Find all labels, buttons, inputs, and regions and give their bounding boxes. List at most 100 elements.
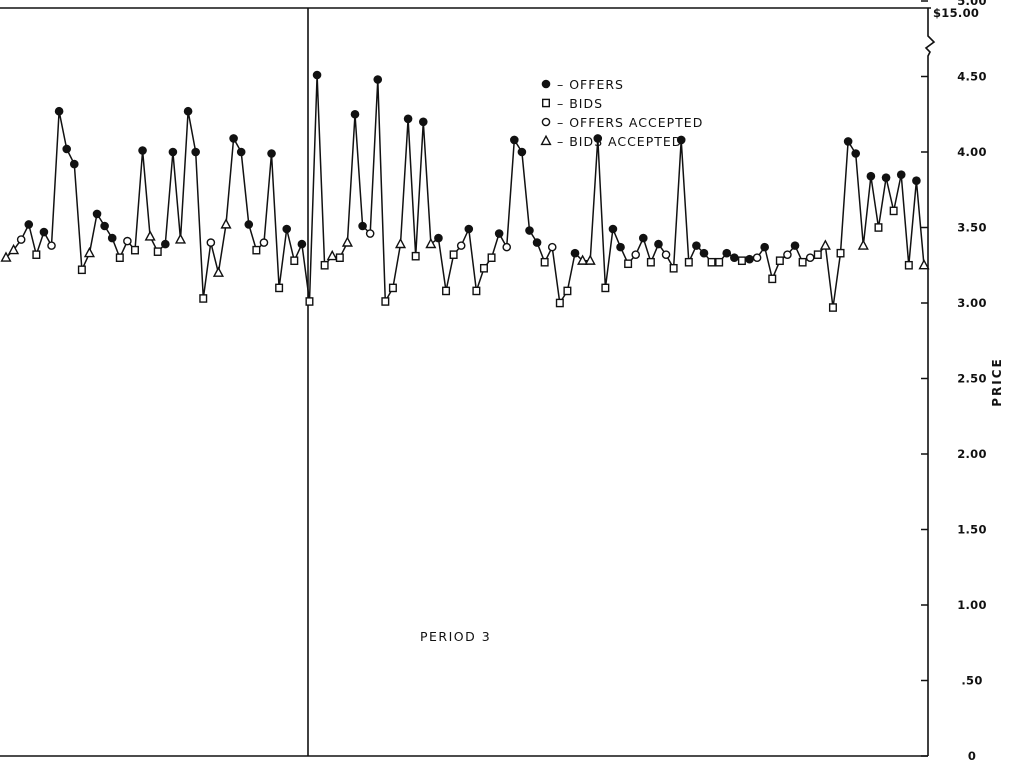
bid-marker — [290, 256, 299, 266]
bid-accepted-marker — [83, 246, 96, 258]
offer-marker — [100, 221, 109, 231]
offer-marker — [510, 135, 519, 145]
offer-marker — [191, 147, 200, 157]
offer-marker — [851, 149, 861, 158]
bid-marker — [813, 250, 822, 259]
y-axis-line — [924, 8, 936, 756]
legend-label: – BIDS — [557, 96, 603, 111]
bid-accepted-marker — [326, 249, 338, 261]
bid-accepted-marker — [540, 134, 552, 146]
legend: – OFFERS – BIDS – OFFERS ACCEPTED – BIDS AC… — [540, 77, 702, 149]
offer-accepted-marker — [123, 236, 132, 246]
offer-marker — [616, 242, 625, 252]
bid-marker — [669, 263, 678, 273]
bid-marker — [715, 257, 724, 267]
bid-marker — [388, 283, 397, 293]
offer-marker — [730, 253, 739, 262]
y-tick-label: 0 — [968, 749, 976, 763]
offer-accepted-marker — [502, 242, 512, 252]
offer-accepted-marker — [365, 229, 375, 238]
bid-marker — [540, 257, 549, 267]
bid-marker — [874, 223, 883, 232]
bid-marker — [130, 245, 139, 255]
bid-marker — [624, 259, 633, 269]
axis-break-label: $15.00 — [933, 6, 979, 20]
offer-marker — [790, 241, 800, 250]
bid-accepted-marker — [212, 266, 225, 277]
offer-marker — [517, 147, 527, 157]
y-tick-label: 5.00 — [957, 0, 987, 8]
bid-marker — [836, 248, 845, 258]
offer-marker — [403, 114, 413, 124]
offer-accepted-marker — [541, 117, 551, 127]
offer-marker — [843, 137, 853, 146]
offer-marker — [92, 209, 102, 219]
bid-accepted-marker — [918, 258, 930, 270]
offer-marker — [168, 147, 178, 157]
bid-marker — [153, 247, 162, 256]
offer-marker — [570, 248, 580, 258]
bid-marker — [320, 260, 329, 270]
offer-marker — [638, 233, 648, 243]
offer-marker — [745, 254, 754, 264]
offer-marker — [866, 171, 876, 181]
y-tick-label: .50 — [961, 674, 982, 688]
bid-accepted-marker — [819, 239, 831, 250]
offer-marker — [608, 224, 618, 234]
offer-marker — [62, 144, 71, 154]
bid-marker — [889, 206, 898, 216]
y-tick-label: 2.00 — [957, 447, 987, 461]
offer-marker — [593, 134, 603, 143]
bid-marker — [737, 256, 746, 266]
offer-accepted-marker — [206, 238, 216, 247]
bid-marker — [775, 256, 784, 266]
offer-accepted-marker — [259, 238, 269, 247]
offer-marker — [676, 135, 686, 145]
offer-marker — [107, 233, 117, 243]
offer-marker — [244, 220, 254, 229]
price-line — [5, 74, 925, 309]
offer-marker — [282, 224, 292, 234]
bid-marker — [449, 250, 458, 259]
offer-marker — [692, 241, 701, 250]
bid-marker — [601, 283, 610, 293]
bid-marker — [707, 257, 716, 267]
bid-marker — [542, 98, 551, 108]
bid-accepted-marker — [425, 237, 437, 249]
y-tick-label: 3.50 — [957, 221, 987, 235]
bid-marker — [472, 286, 481, 296]
offer-marker — [54, 106, 64, 116]
bid-marker — [828, 303, 837, 312]
offer-marker — [464, 224, 474, 234]
offer-accepted-marker — [456, 241, 466, 250]
bid-accepted-marker — [0, 251, 12, 262]
offer-marker — [541, 79, 551, 89]
bid-marker — [32, 250, 41, 259]
bid-marker — [798, 257, 807, 267]
offer-marker — [183, 106, 193, 116]
offer-accepted-marker — [47, 241, 56, 250]
bid-marker — [684, 257, 693, 267]
bid-marker — [115, 253, 124, 263]
bid-marker — [563, 286, 572, 296]
offer-marker — [229, 134, 238, 143]
bid-accepted-marker — [8, 243, 20, 255]
offer-marker — [267, 149, 276, 158]
y-tick-label: 2.50 — [957, 372, 987, 386]
bid-marker — [646, 257, 655, 267]
y-tick-label: 4.50 — [957, 70, 987, 84]
offer-marker — [896, 170, 906, 179]
bid-marker — [479, 263, 488, 273]
offer-marker — [912, 176, 921, 185]
bid-accepted-marker — [341, 236, 353, 247]
y-tick-label: 1.00 — [957, 598, 987, 612]
offer-accepted-marker — [631, 250, 641, 259]
bid-marker — [768, 274, 777, 284]
bid-accepted-marker — [220, 218, 232, 229]
legend-label: – OFFERS — [557, 77, 624, 92]
bid-marker — [252, 245, 261, 255]
bid-marker — [275, 283, 284, 293]
offer-accepted-marker — [16, 235, 26, 244]
offer-marker — [138, 146, 147, 155]
bid-marker — [381, 297, 390, 306]
